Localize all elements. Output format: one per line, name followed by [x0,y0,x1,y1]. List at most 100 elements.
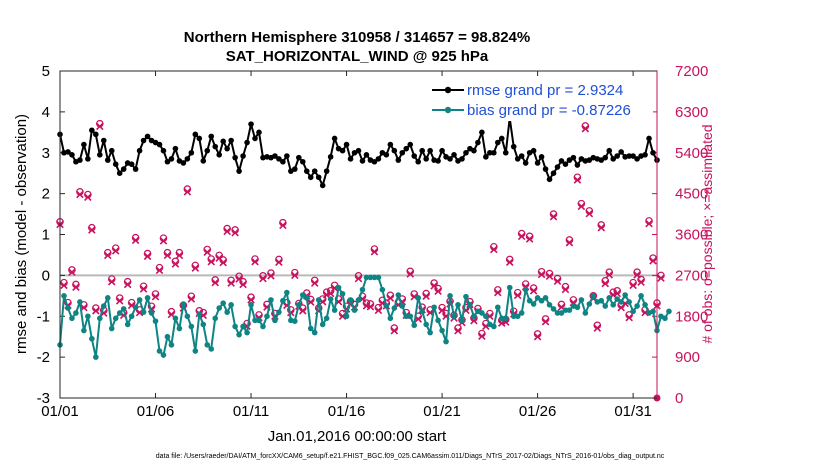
bias-point [367,274,374,281]
bias-point [650,308,656,315]
rmse-point [518,153,525,159]
bias-point [104,295,111,301]
rmse-point [120,166,127,172]
rmse-point [319,182,326,189]
rmse-point [224,145,230,152]
obs-assimilated-marker [171,260,180,268]
bias-point [335,284,342,291]
bias-point [172,315,179,322]
bias-point [546,302,553,308]
obs-assimilated-marker [187,295,196,303]
bias-point [395,292,402,298]
obs-assimilated-marker [581,124,590,133]
bias-point [284,289,290,296]
bias-point [642,302,648,308]
rmse-point [89,127,95,134]
obs-assimilated-marker [541,317,550,326]
bias-point [73,310,79,316]
bias-point [69,315,75,322]
bias-point [562,307,569,313]
bias-point [85,313,91,320]
rmse-point [399,149,406,156]
bias-point [495,304,501,311]
rmse-point [395,157,402,163]
obs-assimilated-marker [251,257,259,266]
bias-point [112,315,119,322]
x-axis-label: Jan.01,2016 00:00:00 start [268,428,447,445]
rmse-point [558,158,565,164]
rmse-point [196,135,203,142]
y2-tick-label: 900 [675,349,700,366]
rmse-point [562,161,569,167]
bias-point [268,297,274,303]
bias-point [606,295,613,301]
obs-assimilated-marker [529,287,538,295]
obs-assimilated-marker [454,327,462,335]
bias-point [379,286,386,293]
y2-tick-label: 4500 [675,186,708,203]
y2-tick-label: 7200 [675,63,708,80]
obs-assimilated-marker [390,327,399,335]
obs-assimilated-marker [533,332,542,341]
rmse-point [447,156,453,162]
rmse-point [108,147,115,154]
bias-point [132,304,139,311]
rmse-point [546,176,553,183]
bias-point [136,297,143,303]
rmse-point [276,156,282,162]
bias-point [666,308,672,315]
obs-assimilated-marker [96,122,104,131]
rmse-point [81,141,87,148]
bias-point [391,305,398,311]
bias-point [602,303,609,309]
obs-assimilated-marker [490,245,498,254]
rmse-point [355,147,362,154]
obs-assimilated-marker [68,268,76,276]
obs-assimilated-marker [613,289,621,298]
bias-point [614,296,620,302]
bias-point [204,342,211,348]
obs-assimilated-marker [561,285,570,294]
obs-assimilated-marker [219,258,227,267]
legend: rmse grand pr = 2.9324 bias grand pr = -… [427,79,653,121]
obs-assimilated-marker [131,236,140,245]
obs-assimilated-marker [310,279,319,287]
rmse-point [77,157,83,163]
obs-assimilated-marker [247,296,255,304]
bias-point [618,299,624,305]
rmse-point [359,158,366,164]
bias-point [514,313,521,320]
bias-point [176,325,183,332]
x-tick-label: 01/26 [519,403,557,420]
bias-point [331,307,338,313]
legend-rmse-label: rmse grand pr = 2.9324 [467,82,623,99]
bias-point [339,290,346,297]
bias-point [140,309,147,315]
chart-title: Northern Hemisphere 310958 / 314657 = 98… [184,29,530,46]
bias-point [502,315,509,322]
bias-point [303,295,310,301]
bias-point [542,295,549,301]
bias-point [160,352,167,358]
rmse-point [483,154,489,160]
rmse-point [602,154,609,161]
bias-point [248,302,254,308]
rmse-point [383,151,390,158]
bias-point [296,302,302,308]
rmse-point [391,147,398,154]
rmse-point [403,145,410,152]
rmse-point [475,139,481,146]
bias-point [522,286,529,293]
rmse-point [427,147,433,154]
bias-point [610,302,617,308]
obs-assimilated-marker [191,264,200,272]
legend-bias-marker [444,106,452,114]
obs-assimilated-marker [565,238,574,247]
obs-assimilated-marker [625,313,633,322]
obs-assimilated-marker [207,257,216,266]
obs-assimilated-marker [203,248,212,256]
bias-point [152,318,159,324]
rmse-point [411,153,418,159]
bias-point [622,292,628,298]
rmse-point [184,156,191,162]
